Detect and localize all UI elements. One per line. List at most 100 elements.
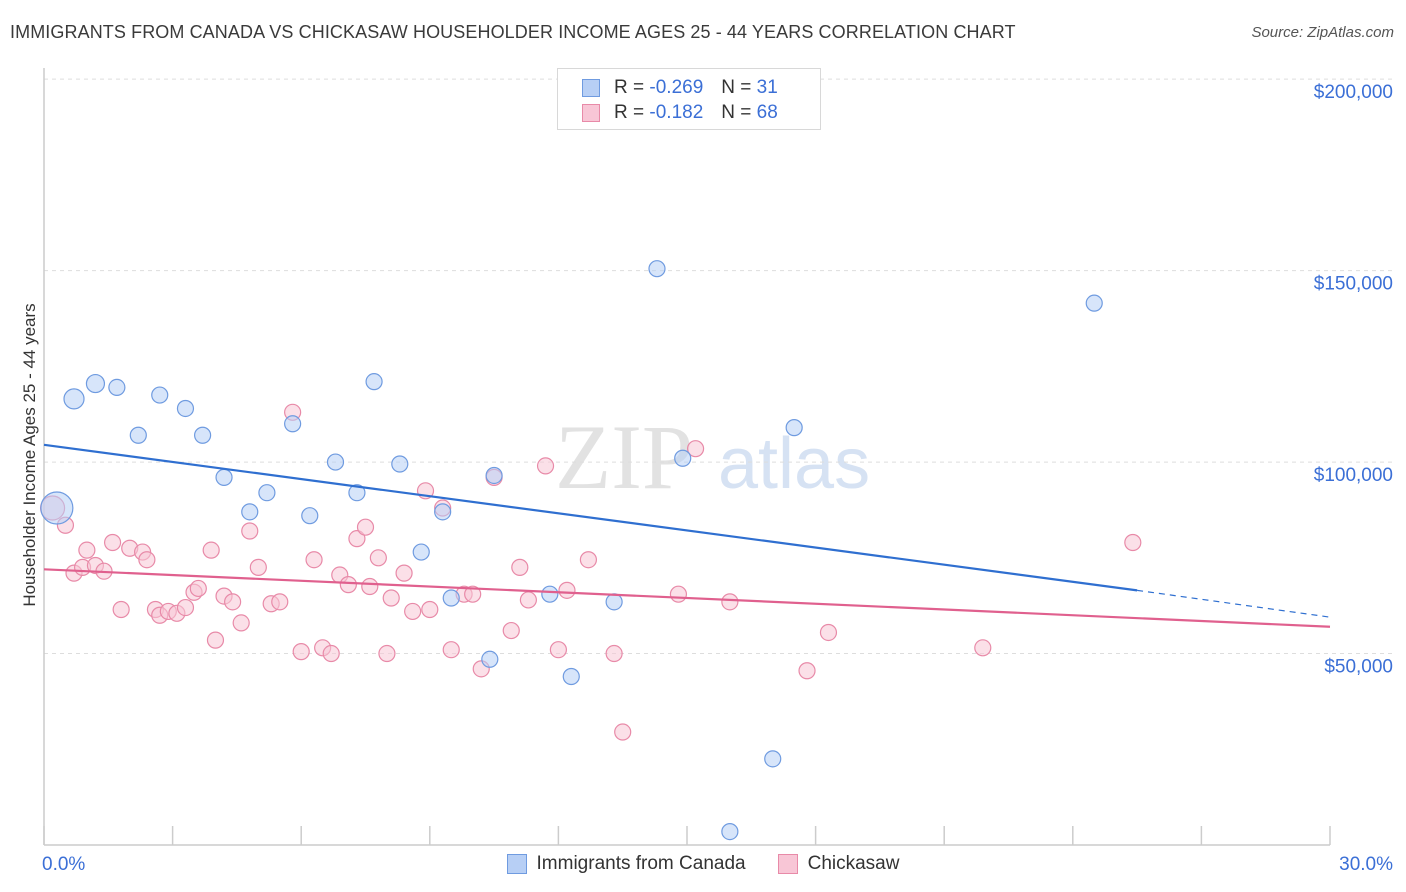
canada-point xyxy=(85,373,106,394)
chickasaw-point xyxy=(669,585,688,603)
chickasaw-point xyxy=(206,631,225,649)
canada-point xyxy=(176,399,195,418)
source-label: Source: ZipAtlas.com xyxy=(1251,24,1394,41)
canada-point xyxy=(348,484,366,502)
chickasaw-point xyxy=(558,581,576,599)
n-value: 31 xyxy=(756,77,778,98)
chickasaw-point xyxy=(378,644,396,663)
blue-swatch xyxy=(506,854,527,874)
n-value: 68 xyxy=(756,102,778,123)
canada-point xyxy=(215,468,233,486)
chickasaw-point xyxy=(464,585,482,603)
canada-point xyxy=(764,750,782,768)
chickasaw-point xyxy=(579,551,598,569)
canada-point xyxy=(63,388,85,410)
n-label: N = xyxy=(721,102,752,123)
chickasaw-point xyxy=(421,600,439,619)
canada-point xyxy=(1085,294,1103,312)
canada-point xyxy=(129,426,147,444)
canada-point xyxy=(326,453,345,471)
canada-trend-extension xyxy=(1137,589,1331,618)
legend-item-canada: Immigrants from Canada xyxy=(506,852,746,876)
chickasaw-point xyxy=(614,723,632,741)
chickasaw-point xyxy=(356,518,375,536)
legend-item-chickasaw: Chickasaw xyxy=(777,852,900,876)
chickasaw-point xyxy=(249,558,267,576)
chickasaw-point xyxy=(395,564,413,582)
chickasaw-point xyxy=(348,530,366,548)
y-tick-label: $100,000 xyxy=(1314,465,1393,486)
trend-lines xyxy=(43,443,1331,628)
n-label: N = xyxy=(721,77,752,98)
r-label: R = xyxy=(614,77,645,98)
watermark-zip: ZIP xyxy=(555,406,693,508)
chickasaw-point xyxy=(519,591,537,609)
chickasaw-point xyxy=(369,549,387,567)
series-legend: Immigrants from Canada Chickasaw xyxy=(0,852,1406,876)
chart-title: IMMIGRANTS FROM CANADA VS CHICKASAW HOUS… xyxy=(10,22,1016,42)
canada-point xyxy=(301,507,319,525)
canada-point xyxy=(481,650,499,668)
canada-point xyxy=(241,503,259,521)
x-tick-label: 0.0% xyxy=(42,854,85,875)
canada-point xyxy=(648,260,666,278)
chickasaw-point xyxy=(819,623,838,642)
chickasaw-point xyxy=(536,457,555,475)
chickasaw-point xyxy=(176,598,195,617)
canada-trend-line xyxy=(43,443,1138,592)
chickasaw-point xyxy=(202,541,220,559)
canada-point xyxy=(605,593,623,611)
canada-point xyxy=(434,503,452,521)
canada-point xyxy=(562,667,580,686)
canada-point xyxy=(365,373,383,391)
chickasaw-point xyxy=(322,644,340,663)
axes xyxy=(43,68,1331,846)
y-tick-label: $200,000 xyxy=(1314,82,1393,103)
watermark-atlas: atlas xyxy=(718,424,870,504)
tick-labels: $50,000 $100,000 $150,000 $200,000 0.0% 30.0% xyxy=(42,82,1393,875)
chickasaw-point xyxy=(292,643,310,661)
y-axis-label: Householder Income Ages 25 - 44 years xyxy=(20,303,39,607)
x-tick-label: 30.0% xyxy=(1339,854,1393,875)
chickasaw-point xyxy=(112,600,130,619)
chickasaw-point xyxy=(1124,533,1142,552)
chickasaw-point xyxy=(339,576,357,594)
y-tick-label: $50,000 xyxy=(1324,657,1393,678)
legend-label: Immigrants from Canada xyxy=(536,853,746,874)
r-value: -0.182 xyxy=(649,102,704,123)
chickasaw-point xyxy=(974,639,992,657)
chickasaw-point xyxy=(138,551,156,569)
canada-point xyxy=(258,484,276,502)
canada-point xyxy=(541,585,559,603)
chickasaw-point xyxy=(721,593,739,611)
canada-point xyxy=(40,491,74,525)
chickasaw-point xyxy=(305,551,323,569)
canada-point xyxy=(284,415,302,433)
chickasaw-point xyxy=(189,579,207,598)
canada-point xyxy=(674,449,692,467)
chickasaw-point xyxy=(78,541,96,559)
chickasaw-point xyxy=(232,614,250,632)
r-value: -0.269 xyxy=(649,77,704,98)
pink-swatch xyxy=(777,854,798,874)
chickasaw-point xyxy=(361,577,379,596)
y-tick-label: $150,000 xyxy=(1314,274,1393,295)
canada-point xyxy=(442,589,460,607)
chickasaw-point xyxy=(271,593,289,611)
canada-point xyxy=(721,822,739,841)
legend-label: Chickasaw xyxy=(807,853,900,874)
chickasaw-point xyxy=(502,621,520,640)
chickasaw-point xyxy=(549,641,568,659)
correlation-legend: R = -0.269 N = 31 R = -0.182 N = 68 xyxy=(557,68,821,130)
grid-lines xyxy=(44,78,1395,655)
canada-point xyxy=(412,543,430,561)
canada-point xyxy=(391,455,409,473)
chickasaw-point xyxy=(404,602,422,621)
pink-swatch xyxy=(582,104,600,122)
chickasaw-point xyxy=(241,522,259,540)
data-points xyxy=(39,260,1142,841)
chickasaw-point xyxy=(224,593,242,611)
chickasaw-trend-line xyxy=(43,568,1331,628)
canada-point xyxy=(785,419,803,437)
